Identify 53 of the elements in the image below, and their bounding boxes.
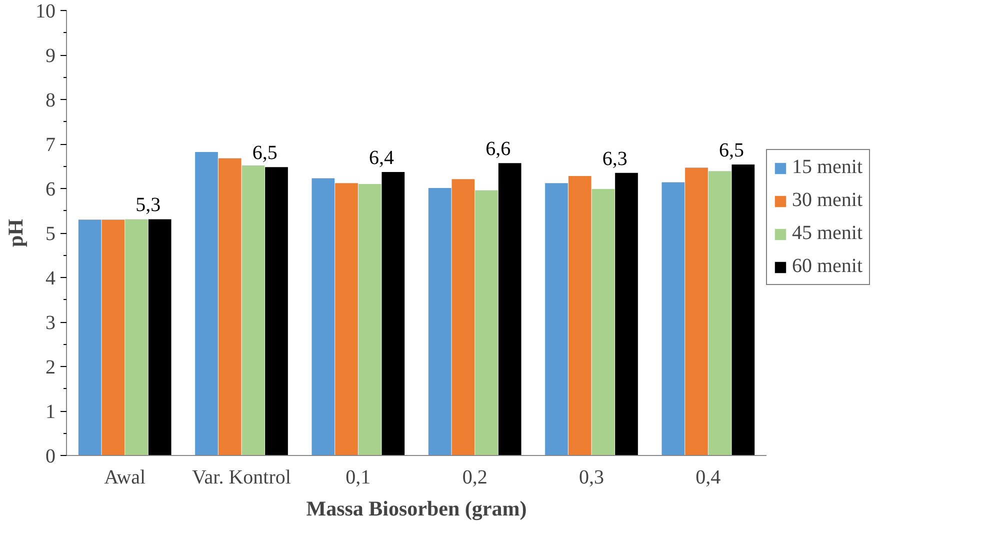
x-tick-label: 0,3 — [579, 466, 604, 488]
bar — [615, 172, 638, 456]
y-axis-title: pH — [4, 218, 28, 248]
bar — [685, 168, 708, 456]
legend-label: 30 menit — [792, 189, 863, 212]
x-tick-label: 0,4 — [696, 466, 721, 488]
legend-label: 15 menit — [792, 156, 863, 179]
data-label: 6,6 — [486, 138, 511, 160]
x-axis-title: Massa Biosorben (gram) — [306, 496, 527, 520]
bar — [335, 183, 358, 456]
y-tick-label: 2 — [46, 356, 56, 378]
y-tick-label: 4 — [46, 268, 56, 290]
bar — [78, 220, 102, 456]
x-tick-label: Awal — [104, 466, 146, 488]
bar — [708, 171, 732, 456]
y-tick-label: 5 — [46, 223, 56, 245]
bar — [498, 163, 522, 456]
bar — [125, 219, 148, 456]
y-tick-label: 6 — [46, 178, 56, 200]
bar — [568, 176, 592, 456]
y-tick-label: 8 — [46, 90, 56, 112]
y-tick-label: 10 — [36, 0, 56, 22]
bar — [242, 165, 265, 456]
bar — [592, 188, 615, 456]
data-label: 6,3 — [602, 148, 628, 170]
bar — [545, 183, 568, 456]
x-tick-label: 0,1 — [346, 466, 371, 488]
y-tick-label: 3 — [46, 312, 56, 334]
y-tick-label: 9 — [46, 45, 56, 67]
bar — [218, 158, 242, 456]
x-tick-label: 0,2 — [462, 466, 488, 488]
bar — [265, 167, 288, 456]
bar — [195, 152, 218, 456]
data-label: 6,5 — [252, 142, 278, 164]
bar — [102, 220, 125, 456]
y-tick-label: 1 — [46, 401, 56, 423]
bar — [662, 182, 685, 456]
y-tick-label: 7 — [46, 134, 56, 156]
data-label: 6,5 — [719, 139, 744, 162]
bar — [358, 184, 382, 456]
data-label: 5,3 — [136, 194, 161, 216]
y-tick-label: 0 — [46, 446, 56, 468]
bar — [475, 190, 498, 456]
legend-label: 60 menit — [792, 255, 863, 278]
x-tick-label: Var. Kontrol — [192, 466, 292, 488]
bar — [382, 172, 405, 456]
bar — [148, 219, 172, 456]
data-label: 6,4 — [369, 147, 394, 170]
legend-label: 45 menit — [792, 222, 863, 245]
bar — [312, 178, 335, 456]
bar — [732, 164, 755, 456]
bar — [428, 188, 452, 456]
bar — [452, 179, 475, 456]
